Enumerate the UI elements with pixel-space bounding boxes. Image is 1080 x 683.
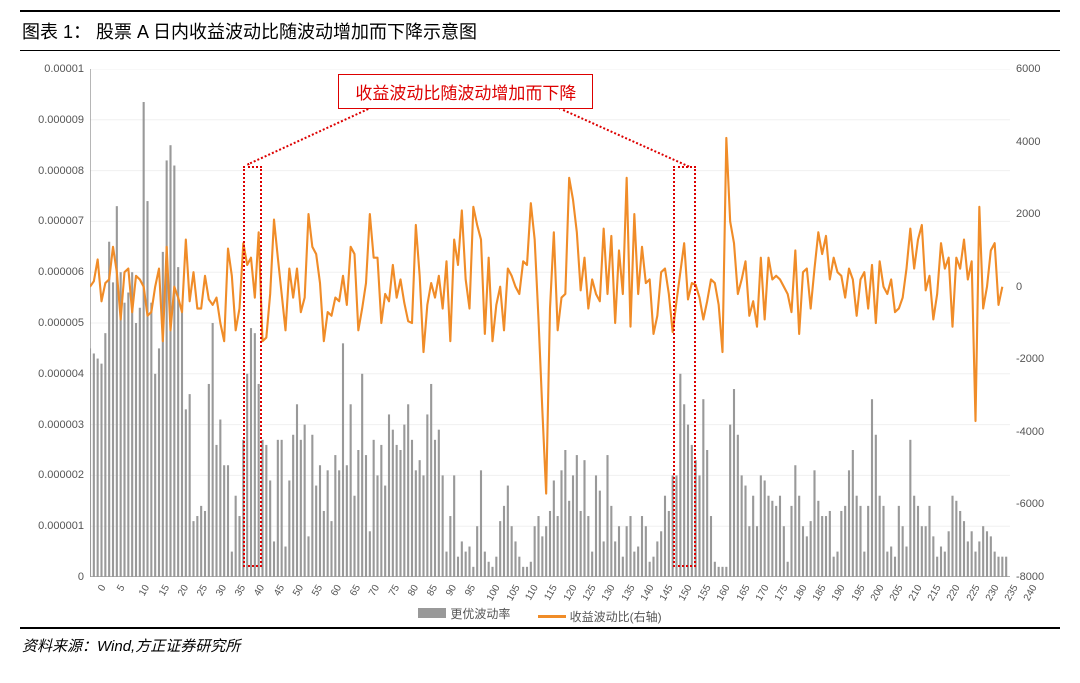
x-tick-label: 100 <box>485 583 503 603</box>
y-left-tick-label: 0.000003 <box>38 419 84 431</box>
x-tick-label: 5 <box>115 583 127 593</box>
x-tick-label: 50 <box>291 583 306 598</box>
legend-item-line: 收益波动比(右轴) <box>538 608 662 625</box>
source-citation: 资料来源：Wind,方正证券研究所 <box>20 629 1060 656</box>
x-tick-label: 15 <box>157 583 172 598</box>
x-tick-label: 10 <box>137 583 152 598</box>
x-tick-label: 135 <box>619 583 637 603</box>
chart-svg <box>90 69 1010 577</box>
x-tick-label: 90 <box>444 583 459 598</box>
y-left-tick-label: 0.000004 <box>38 368 84 380</box>
y-left-tick-label: 0 <box>78 571 84 583</box>
legend-label-line: 收益波动比(右轴) <box>570 608 662 625</box>
x-tick-label: 130 <box>600 583 618 603</box>
x-tick-label: 225 <box>964 583 982 603</box>
x-tick-label: 175 <box>773 583 791 603</box>
x-tick-label: 240 <box>1022 583 1040 603</box>
x-tick-label: 80 <box>406 583 421 598</box>
y-right-tick-label: -6000 <box>1016 498 1044 510</box>
x-tick-label: 40 <box>252 583 267 598</box>
source-label: 资料来源： <box>22 638 97 655</box>
x-tick-label: 205 <box>888 583 906 603</box>
x-tick-label: 20 <box>176 583 191 598</box>
y-left-tick-label: 0.000008 <box>38 165 84 177</box>
x-tick-label: 180 <box>792 583 810 603</box>
y-axis-left: 00.0000010.0000020.0000030.0000040.00000… <box>20 69 88 577</box>
x-tick-label: 55 <box>310 583 325 598</box>
plot-region: 收益波动比随波动增加而下降 <box>90 69 1010 577</box>
x-tick-label: 235 <box>1003 583 1021 603</box>
chart-figure: 图表 1： 股票 A 日内收益波动比随波动增加而下降示意图 00.0000010… <box>0 0 1080 666</box>
source-value: Wind,方正证券研究所 <box>97 638 240 655</box>
x-tick-label: 60 <box>329 583 344 598</box>
x-tick-label: 125 <box>581 583 599 603</box>
x-tick-label: 220 <box>945 583 963 603</box>
y-right-tick-label: -4000 <box>1016 426 1044 438</box>
x-tick-label: 185 <box>811 583 829 603</box>
y-left-tick-label: 0.000005 <box>38 317 84 329</box>
x-tick-label: 140 <box>638 583 656 603</box>
y-right-tick-label: 6000 <box>1016 63 1040 75</box>
x-tick-label: 75 <box>387 583 402 598</box>
x-tick-label: 230 <box>983 583 1001 603</box>
x-tick-label: 210 <box>907 583 925 603</box>
x-tick-label: 30 <box>214 583 229 598</box>
legend-swatch-bar <box>418 608 446 618</box>
y-right-tick-label: -2000 <box>1016 353 1044 365</box>
y-right-tick-label: 4000 <box>1016 136 1040 148</box>
x-tick-label: 115 <box>542 583 560 602</box>
y-left-tick-label: 0.00001 <box>44 63 84 75</box>
x-tick-label: 200 <box>868 583 886 603</box>
x-tick-label: 70 <box>367 583 382 598</box>
x-tick-label: 25 <box>195 583 210 598</box>
x-tick-label: 95 <box>463 583 478 598</box>
y-left-tick-label: 0.000001 <box>38 520 84 532</box>
x-tick-label: 110 <box>523 583 541 602</box>
x-tick-label: 145 <box>658 583 676 603</box>
y-axis-right: -8000-6000-4000-20000200040006000 <box>1012 69 1060 577</box>
legend: 更优波动率 收益波动比(右轴) <box>20 605 1060 626</box>
x-tick-label: 215 <box>926 583 944 603</box>
x-tick-label: 195 <box>849 583 867 603</box>
legend-label-bar: 更优波动率 <box>450 605 510 622</box>
x-tick-label: 160 <box>715 583 733 603</box>
y-left-tick-label: 0.000009 <box>38 114 84 126</box>
x-tick-label: 155 <box>696 583 714 603</box>
x-axis: 05 10 15 20 25 30 35 40 45 50 55 60 65 70 75 80 85 90 95 10… <box>90 581 1010 605</box>
annotation-callout: 收益波动比随波动增加而下降 <box>338 74 593 109</box>
chart-title: 图表 1： 股票 A 日内收益波动比随波动增加而下降示意图 <box>20 10 1060 51</box>
x-tick-label: 190 <box>830 583 848 603</box>
y-left-tick-label: 0.000007 <box>38 215 84 227</box>
y-left-tick-label: 0.000002 <box>38 469 84 481</box>
x-tick-label: 165 <box>734 583 752 603</box>
legend-swatch-line <box>538 615 566 618</box>
x-tick-label: 170 <box>753 583 771 603</box>
x-tick-label: 65 <box>348 583 363 598</box>
x-tick-label: 150 <box>677 583 695 603</box>
y-right-tick-label: 2000 <box>1016 208 1040 220</box>
chart-area: 0 0.000001 0.000002 0.000003 0.000004 0.00000… <box>20 59 1060 629</box>
x-tick-label: 105 <box>504 583 522 603</box>
x-tick-label: 0 <box>96 583 108 593</box>
x-tick-label: 85 <box>425 583 440 598</box>
y-right-tick-label: -8000 <box>1016 571 1044 583</box>
legend-item-bar: 更优波动率 <box>418 605 510 622</box>
x-tick-label: 45 <box>272 583 287 598</box>
x-tick-label: 35 <box>233 583 248 598</box>
y-right-tick-label: 0 <box>1016 281 1022 293</box>
y-left-tick-label: 0.000006 <box>38 266 84 278</box>
x-tick-label: 120 <box>562 583 580 603</box>
